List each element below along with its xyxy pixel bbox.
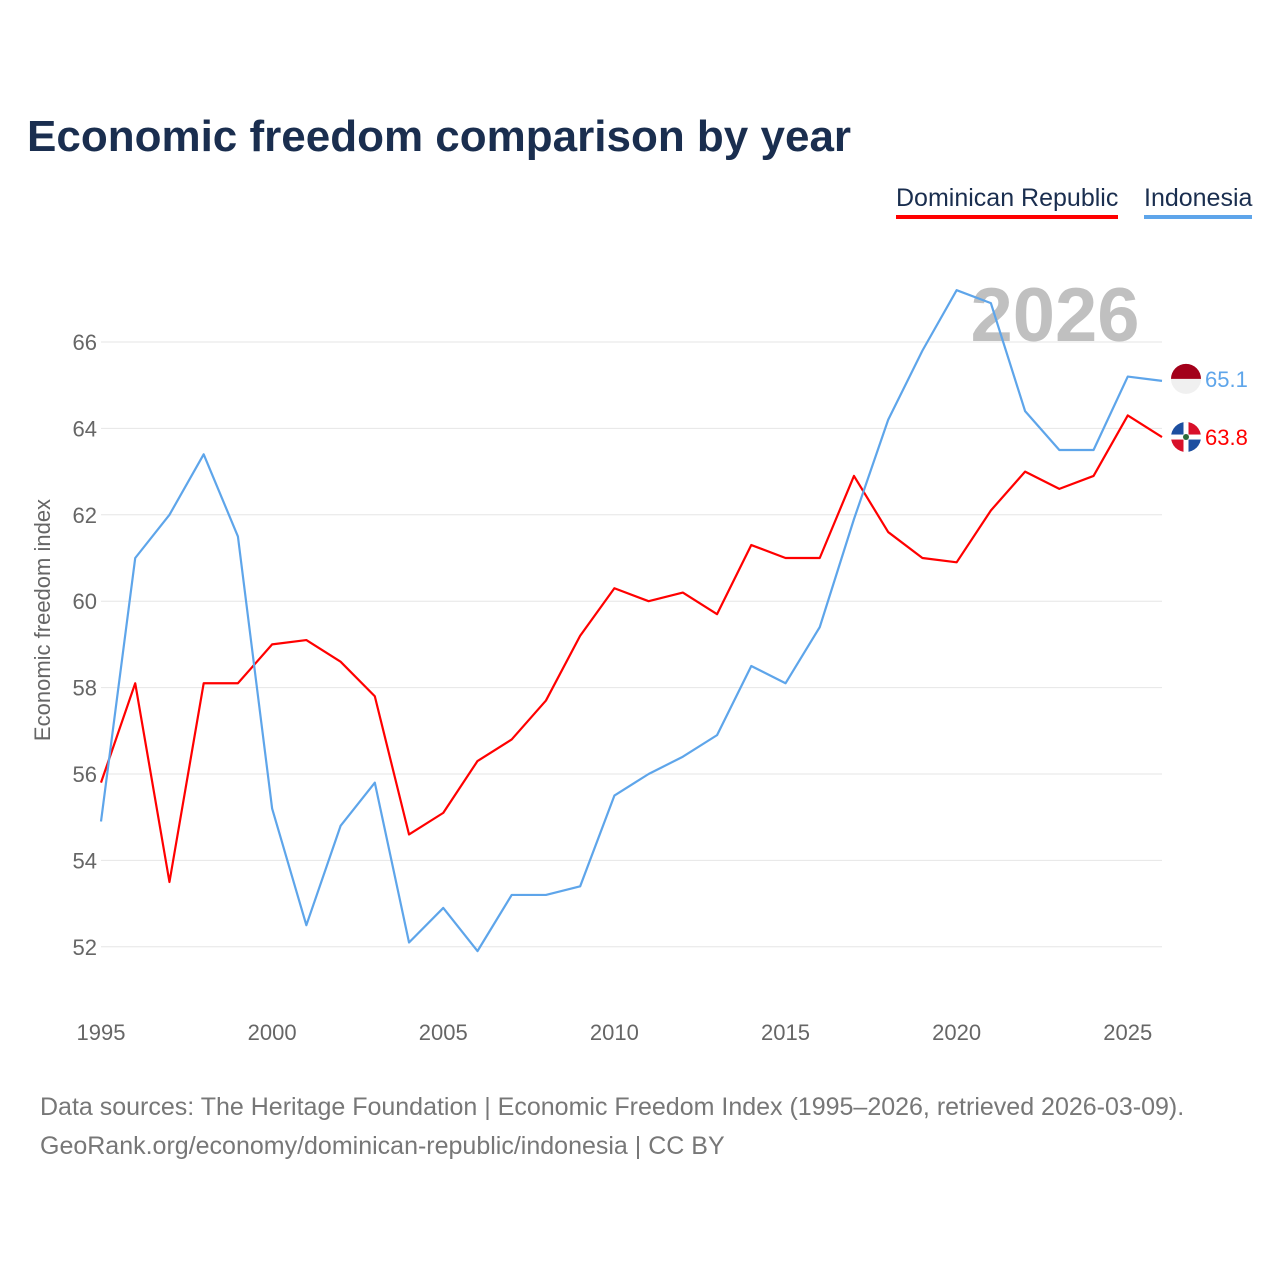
y-tick-label: 66 — [73, 330, 97, 355]
x-tick-label: 2005 — [419, 1020, 468, 1045]
series-line-dominican-republic — [99, 414, 1163, 884]
flag-quadrant — [1186, 437, 1201, 453]
y-tick-label: 54 — [73, 848, 97, 873]
legend-indonesia[interactable]: Indonesia — [1144, 184, 1253, 219]
end-value-label: 65.1 — [1205, 367, 1248, 392]
x-tick-label: 2020 — [932, 1020, 981, 1045]
flag-quadrant — [1171, 437, 1186, 453]
legend-dominican-republic[interactable]: Dominican Republic — [896, 184, 1119, 219]
chart-title: Economic freedom comparison by year — [27, 112, 852, 161]
flag-quadrant — [1186, 422, 1201, 438]
series-line-indonesia — [99, 289, 1163, 953]
flag-quadrant — [1171, 422, 1186, 438]
y-axis-label: Economic freedom index — [30, 499, 55, 741]
y-tick-label: 58 — [73, 676, 97, 701]
indonesia-flag-red-half — [1171, 363, 1201, 379]
y-tick-label: 62 — [73, 503, 97, 528]
y-tick-label: 56 — [73, 762, 97, 787]
flag-emblem — [1183, 434, 1189, 441]
x-tick-label: 2015 — [761, 1020, 810, 1045]
source-line-1: Data sources: The Heritage Foundation | … — [40, 1093, 1185, 1121]
y-tick-label: 64 — [73, 416, 97, 441]
x-tick-label: 2000 — [248, 1020, 297, 1045]
x-tick-label: 2010 — [590, 1020, 639, 1045]
source-line-2[interactable]: GeoRank.org/economy/dominican-republic/i… — [40, 1132, 725, 1160]
x-tick-label: 1995 — [77, 1020, 126, 1045]
source-note: Data sources: The Heritage Foundation | … — [40, 1088, 1184, 1166]
end-value-label: 63.8 — [1205, 425, 1248, 450]
year-watermark: 2026 — [970, 273, 1139, 358]
x-tick-label: 2025 — [1103, 1020, 1152, 1045]
y-tick-label: 60 — [73, 589, 97, 614]
y-tick-label: 52 — [73, 935, 97, 960]
